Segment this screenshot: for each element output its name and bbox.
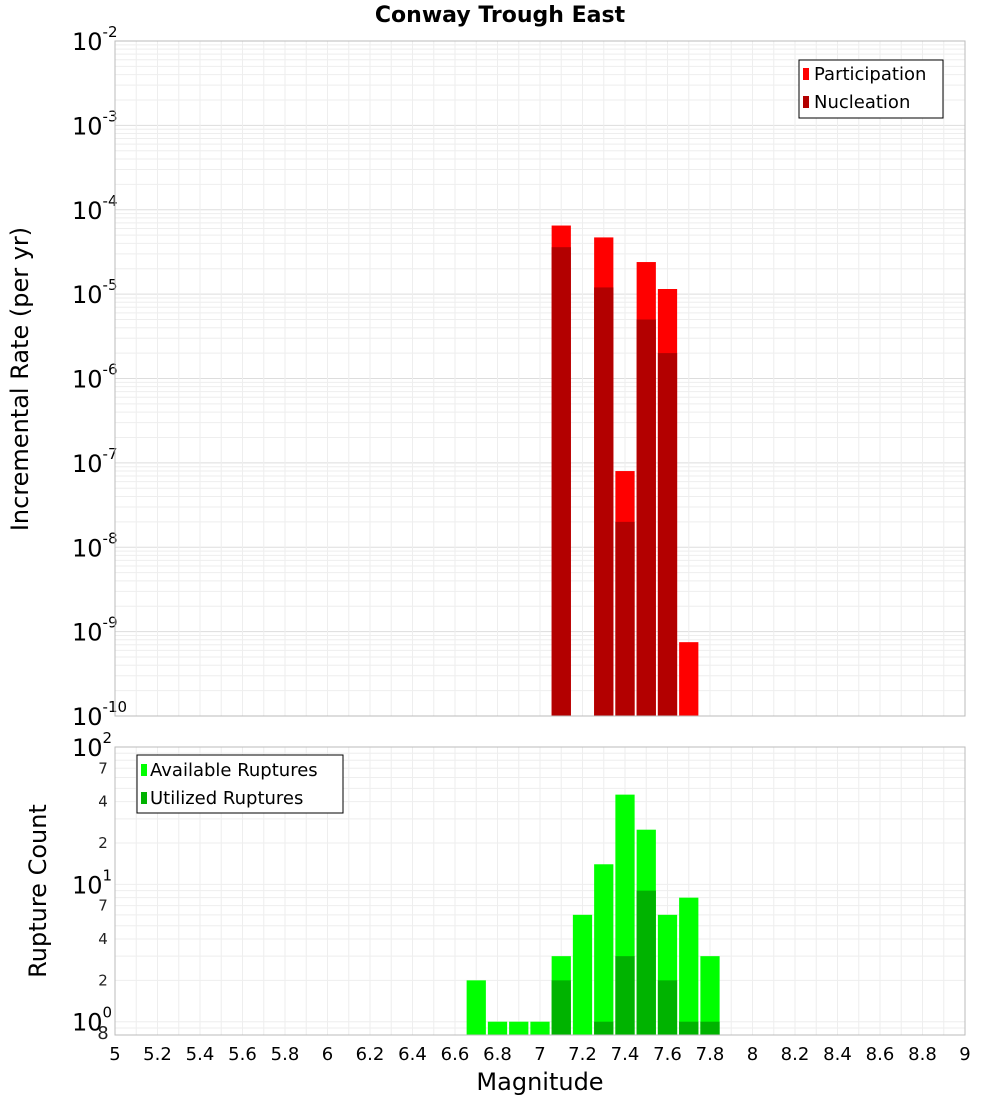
utilized-ruptures-bar (679, 1021, 699, 1035)
y-tick-label: 100 (72, 1004, 112, 1037)
y-tick-label: 10-6 (72, 361, 118, 394)
rate-plot-frame (114, 40, 966, 717)
available-ruptures-bar (679, 897, 699, 1035)
rate-y-axis-label: Incremental Rate (per yr) (6, 227, 34, 531)
nucleation-bar (551, 247, 571, 716)
x-tick-label: 8.2 (781, 1044, 810, 1065)
x-tick-label: 6.6 (441, 1044, 470, 1065)
y-tick-label: 10-7 (72, 445, 118, 478)
nucleation-legend-swatch (803, 96, 809, 108)
available-ruptures-bar (700, 956, 720, 1035)
x-tick-label: 7 (534, 1044, 545, 1065)
count-y-axis-label: Rupture Count (24, 804, 52, 978)
available-ruptures-bar (487, 1021, 508, 1035)
participation-legend-swatch (803, 68, 809, 80)
x-tick-label: 5 (109, 1044, 120, 1065)
y-tick-label: 10-10 (72, 698, 127, 731)
x-tick-label: 5.2 (143, 1044, 172, 1065)
y-minor-tick-label: 2 (98, 971, 108, 989)
nucleation-bar (657, 353, 678, 716)
nucleation-legend-label: Nucleation (814, 92, 910, 113)
count-plot-bars (466, 794, 720, 1035)
x-tick-label: 5.6 (228, 1044, 257, 1065)
x-tick-label: 8.4 (823, 1044, 852, 1065)
count-legend: Available Ruptures Utilized Ruptures (136, 754, 344, 814)
available-ruptures-legend-swatch (141, 764, 147, 776)
rate-plot-grid (114, 41, 966, 717)
y-minor-tick-label: 2 (98, 834, 108, 852)
utilized-ruptures-bar (594, 1021, 614, 1035)
available-ruptures-bar (572, 914, 593, 1035)
rate-legend: Participation Nucleation (798, 59, 944, 119)
x-tick-label: 6.4 (398, 1044, 427, 1065)
available-ruptures-bar (594, 864, 614, 1035)
x-tick-label: 8.8 (908, 1044, 937, 1065)
y-tick-label: 10-9 (72, 614, 118, 647)
utilized-ruptures-bar (551, 980, 571, 1035)
y-tick-label: 10-4 (72, 192, 118, 225)
y-tick-label: 10-5 (72, 276, 118, 309)
y-tick-label: 102 (72, 729, 112, 762)
utilized-ruptures-bar (615, 956, 635, 1035)
y-minor-tick-label: 4 (98, 930, 108, 948)
x-tick-label: 7.4 (611, 1044, 640, 1065)
utilized-ruptures-bar (636, 890, 656, 1035)
count-plot-y-ticks: 102 101 100 7 4 2 7 4 2 8 (72, 729, 112, 1044)
y-tick-label: 101 (72, 866, 112, 899)
rate-legend-box (798, 59, 944, 119)
x-tick-label: 7.8 (696, 1044, 725, 1065)
participation-legend-label: Participation (814, 64, 926, 85)
count-plot: 102 101 100 7 4 2 7 4 2 8 Available Ruptures Util… (24, 729, 971, 1096)
count-plot-frame (114, 746, 966, 1036)
participation-bar (679, 642, 699, 716)
rate-plot-bars (551, 225, 699, 716)
rate-plot-y-ticks: 10-2 10-3 10-4 10-5 10-6 10-7 10-8 10-9 10-10 (72, 23, 127, 731)
y-minor-tick-label: 7 (98, 897, 108, 915)
y-minor-tick-label: 7 (98, 759, 108, 777)
x-tick-label: 6.2 (356, 1044, 385, 1065)
available-ruptures-bar (466, 980, 486, 1035)
x-axis-label: Magnitude (476, 1068, 603, 1096)
utilized-ruptures-bar (700, 1021, 720, 1035)
available-ruptures-bar (530, 1021, 550, 1035)
x-tick-label: 5.4 (186, 1044, 215, 1065)
available-ruptures-bar (509, 1021, 529, 1035)
y-tick-label: 10-8 (72, 529, 118, 562)
chart-title: Conway Trough East (375, 3, 626, 28)
x-tick-label: 5.8 (271, 1044, 300, 1065)
y-minor-tick-label: 8 (97, 1023, 108, 1044)
nucleation-bar (615, 521, 635, 716)
y-tick-label: 10-2 (72, 23, 118, 56)
utilized-ruptures-bar (657, 980, 678, 1035)
nucleation-bar (594, 287, 614, 716)
x-tick-label: 6.8 (483, 1044, 512, 1065)
rate-plot: 10-2 10-3 10-4 10-5 10-6 10-7 10-8 10-9 10-10 Pa… (6, 23, 966, 731)
nucleation-bar (636, 319, 656, 716)
x-axis-ticks: 5 5.2 5.4 5.6 5.8 6 6.2 6.4 6.6 6.8 7 7.2 7.4 7.6 7.8 8… (109, 1044, 970, 1065)
x-tick-label: 8 (747, 1044, 758, 1065)
available-ruptures-legend-label: Available Ruptures (150, 760, 318, 781)
y-minor-tick-label: 4 (98, 793, 108, 811)
x-tick-label: 9 (959, 1044, 970, 1065)
y-tick-label: 10-3 (72, 107, 118, 140)
utilized-ruptures-legend-swatch (141, 792, 147, 804)
x-tick-label: 7.2 (568, 1044, 597, 1065)
utilized-ruptures-legend-label: Utilized Ruptures (150, 788, 303, 809)
x-tick-label: 8.6 (866, 1044, 895, 1065)
x-tick-label: 6 (322, 1044, 333, 1065)
count-legend-box (136, 754, 344, 814)
x-tick-label: 7.6 (653, 1044, 682, 1065)
